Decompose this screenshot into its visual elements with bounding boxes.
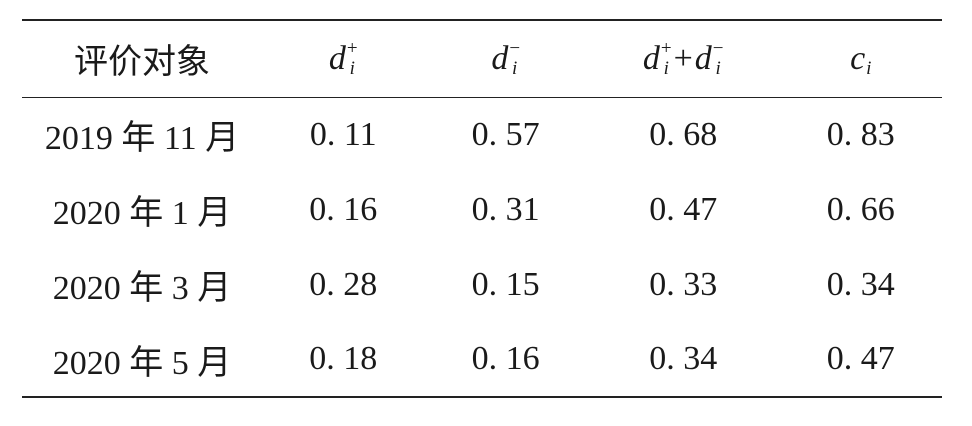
scripts: − i [712, 37, 724, 79]
superscript: + [660, 37, 672, 59]
subscript: i [349, 57, 355, 79]
table-cell: 2020 年 1 月 [52, 195, 232, 232]
superscript: − [712, 37, 724, 59]
header-math: 评价对象 [74, 34, 210, 83]
table-cell: 2019 年 11 月 [44, 120, 240, 158]
symbol: d [694, 39, 712, 77]
symbol: d [328, 39, 346, 77]
table-cell: 0. 18 [309, 340, 378, 377]
table-cell: 0. 34 [649, 340, 718, 377]
table-cell: 0. 11 [309, 115, 377, 153]
table-cell: 0. 57 [471, 115, 540, 153]
table-row: 2019 年 11 月 0. 11 0. 57 0. 68 0. 83 [22, 97, 942, 172]
symbol: c [850, 39, 866, 77]
subscript: i [715, 57, 721, 79]
table-cell: 0. 47 [649, 190, 718, 228]
scripts: + i [346, 37, 358, 79]
header-math: d + i [328, 37, 358, 79]
data-table: 评价对象 d + i d − i d + i + d − i c i 2019 年 11 月 0. 11 0. 5… [22, 19, 942, 398]
scripts: + i [660, 37, 672, 79]
header-math: d + i + d − i [642, 37, 724, 79]
table-row: 2020 年 3 月 0. 28 0. 15 0. 33 0. 34 [22, 247, 942, 322]
table-cell: 0. 31 [471, 190, 540, 228]
superscript: − [509, 37, 521, 59]
header-cell: 评价对象 [22, 20, 262, 97]
subscript: i [512, 57, 518, 79]
header-cell: d − i [424, 20, 586, 97]
header-text: 评价对象 [74, 44, 210, 82]
table-cell: 2020 年 3 月 [52, 270, 232, 307]
superscript: + [346, 37, 358, 59]
header-math: d − i [491, 37, 521, 79]
table-head: 评价对象 d + i d − i d + i + d − i c i [22, 20, 942, 97]
table-cell: 0. 16 [309, 190, 378, 228]
table-cell: 2020 年 5 月 [52, 344, 232, 382]
header-text: + [673, 39, 693, 77]
symbol: d [642, 39, 660, 77]
table-body: 2019 年 11 月 0. 11 0. 57 0. 68 0. 83 2020 年 1 … [22, 97, 942, 397]
spacer [866, 39, 871, 59]
table-cell: 0. 47 [826, 340, 895, 377]
table-row: 2020 年 1 月 0. 16 0. 31 0. 47 0. 66 [22, 172, 942, 247]
table-cell: 0. 16 [471, 340, 540, 377]
subscript: i [663, 57, 669, 79]
symbol: d [491, 39, 509, 77]
table-cell: 0. 66 [826, 190, 895, 228]
table-cell: 0. 68 [649, 115, 718, 153]
table-cell: 0. 34 [826, 265, 895, 303]
subscript: i [866, 57, 872, 79]
header-row: 评价对象 d + i d − i d + i + d − i c i [22, 20, 942, 97]
table-row: 2020 年 5 月 0. 18 0. 16 0. 34 0. 47 [22, 322, 942, 397]
table-cell: 0. 83 [826, 115, 895, 153]
scripts: i [866, 39, 871, 79]
table-cell: 0. 15 [471, 265, 540, 303]
header-cell: d + i + d − i [587, 20, 780, 97]
header-cell: d + i [262, 20, 424, 97]
scripts: − i [509, 37, 521, 79]
table-cell: 0. 28 [309, 265, 378, 303]
table-cell: 0. 33 [649, 265, 718, 303]
